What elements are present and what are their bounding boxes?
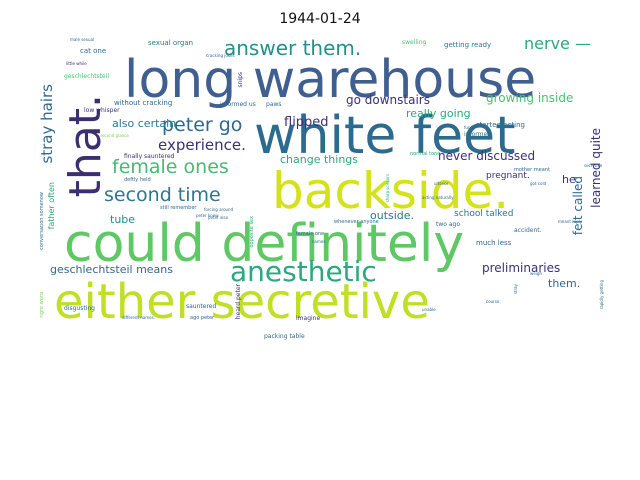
word-normal-tone: normal tone — [410, 151, 441, 157]
word-them: them. — [548, 277, 581, 290]
word-conversation-somehow: conversation somehow — [40, 192, 45, 250]
word-change-things: change things — [280, 153, 359, 166]
word-white-feet: white feet — [254, 106, 516, 166]
word-peter-also: peter also — [208, 215, 229, 220]
word-much-less: much less — [476, 239, 512, 247]
word-sexual-organ: sexual organ — [148, 39, 194, 47]
word-backside: backside. — [272, 162, 510, 220]
word-either-secretive: either secretive — [54, 274, 430, 330]
word-sauntered: sauntered — [186, 303, 217, 310]
word-opposite-sex: opposite sex — [249, 216, 255, 248]
word-snips: snips — [237, 72, 244, 88]
word-heard-peter: heard peter — [235, 284, 242, 320]
word-cloud: long warehouse white feet backside. coul… — [40, 36, 620, 340]
word-disgusting: disgusting — [64, 305, 95, 312]
word-rapidly-getting: rapidly getting — [599, 280, 604, 310]
word-course: course. — [486, 299, 501, 304]
word-sharp-scissors: sharp scissors — [385, 174, 390, 203]
word-father-often: father often — [47, 182, 56, 230]
word-long-warehouse: long warehouse — [124, 50, 537, 110]
word-without-cracking: without cracking — [114, 99, 173, 107]
word-weigh: weigh — [530, 271, 542, 276]
word-getting-ready: getting ready — [444, 41, 492, 49]
word-second-time: second time — [104, 184, 221, 206]
word-geschlechtsteil: geschlechtsteil — [64, 73, 110, 80]
word-deftly-held: deftly held — [124, 177, 151, 183]
word-could-definitely: could definitely — [64, 214, 465, 274]
word-still-remember: still remember — [160, 205, 197, 211]
word-pregnant: pregnant. — [486, 171, 530, 181]
word-two-ago: two ago — [436, 221, 460, 228]
word-secretive: secretive — [584, 163, 603, 168]
word-really-going: really going — [406, 107, 471, 120]
word-experience: experience. — [158, 136, 246, 154]
word-nerve: nerve — — [524, 36, 591, 53]
word-preliminaries: preliminaries — [482, 261, 561, 275]
word-accident: accident. — [514, 227, 542, 234]
word-started-acting: started acting — [476, 121, 525, 129]
word-peter-knew: peter knew — [196, 213, 219, 218]
word-growing-inside: growing inside — [486, 91, 574, 105]
word-cat-one: cat one — [80, 47, 107, 55]
word-he: he. — [562, 173, 580, 186]
word-unable: unable — [422, 307, 436, 312]
word-tube: tube — [110, 213, 136, 226]
word-right-word: right word — [40, 292, 45, 318]
word-go-downstairs: go downstairs — [346, 93, 430, 107]
word-low-whisper: low whisper — [84, 107, 120, 114]
word-also-certain: also certain — [112, 117, 177, 130]
word-meant-reply: meant reply — [558, 219, 583, 224]
word-informed: informed — [464, 131, 491, 138]
word-outside: outside. — [370, 209, 415, 222]
word-geschlechtsteil-means: geschlechtsteil means — [50, 263, 174, 276]
word-female-one: female one — [296, 231, 325, 237]
word-ulterior: ulterior — [434, 181, 449, 186]
word-anesthetic: anesthetic — [230, 255, 377, 288]
word-answer-them: answer them. — [224, 36, 362, 60]
word-swelling: swelling — [402, 39, 427, 46]
word-female-ones: female ones — [112, 156, 229, 178]
word-little-while: little while — [66, 61, 87, 66]
word-packing-table: packing table — [264, 333, 305, 340]
word-stray: stray — [513, 284, 518, 295]
word-whenever-anyone: whenever anyone — [334, 219, 379, 225]
word-flipped: flipped — [284, 115, 329, 130]
word-informed-us: informed us — [220, 101, 256, 108]
word-mother-meant: mother meant — [514, 167, 550, 173]
word-imagine: imagine — [296, 315, 321, 322]
word-acting-naturally: acting naturally — [422, 195, 454, 200]
word-got-cold: got cold — [530, 181, 547, 186]
figure-title: 1944-01-24 — [279, 11, 361, 27]
word-cracking-jokes: cracking jokes — [206, 53, 235, 58]
word-school-talked: school talked — [454, 209, 514, 219]
word-never-discussed: never discussed — [438, 149, 536, 163]
word-names: names. — [312, 239, 327, 244]
word-peter-go: peter go — [162, 114, 243, 136]
word-forcing-around: forcing around — [204, 207, 234, 212]
word-different-names: different names. — [122, 315, 155, 320]
word-male-sexual: male sexual — [70, 37, 95, 42]
word-stray-hairs: stray hairs — [40, 84, 56, 164]
word-ago-peter: ago peter — [190, 315, 215, 321]
word-funny: funny — [464, 125, 476, 130]
word-finally-sauntered: finally sauntered — [124, 153, 175, 160]
word-second-glance: second glance — [100, 133, 129, 138]
word-paws: paws — [266, 101, 282, 108]
